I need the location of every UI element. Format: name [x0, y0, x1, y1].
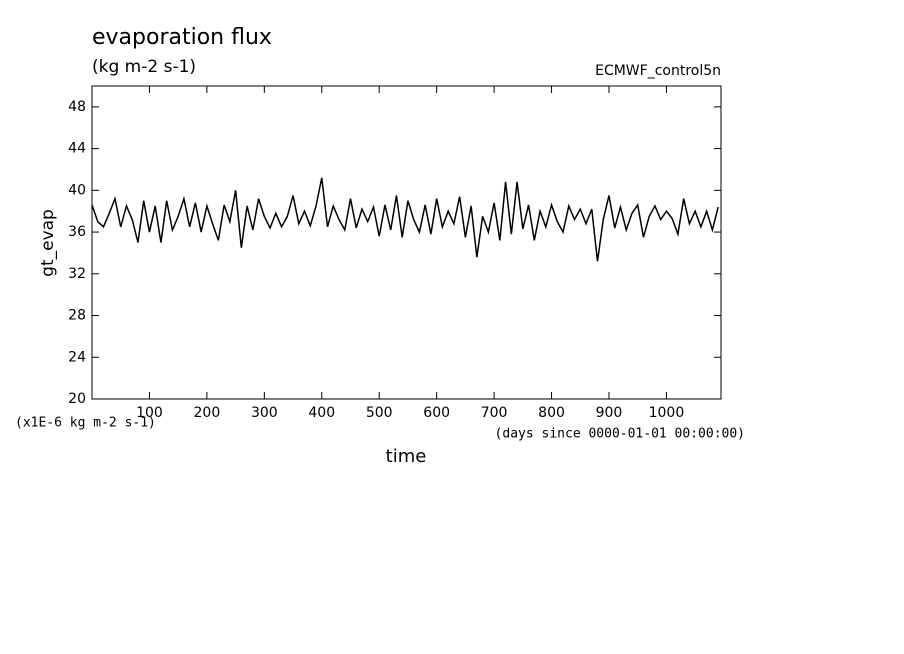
x-tick-label: 800	[538, 405, 565, 421]
chart-subtitle: (kg m-2 s-1)	[92, 57, 196, 77]
y-tick-label: 24	[68, 349, 86, 365]
x-tick-label: 100	[136, 405, 163, 421]
y-tick-label: 44	[68, 141, 86, 157]
x-units: (days since 0000-01-01 00:00:00)	[495, 427, 745, 442]
y-tick-label: 28	[68, 308, 86, 324]
x-axis-label: time	[386, 446, 427, 467]
y-tick-label: 48	[68, 99, 86, 115]
data-line	[91, 177, 719, 262]
x-tick-label: 600	[423, 405, 450, 421]
x-tick-label: 700	[481, 405, 508, 421]
y-axis-label: gt_evap	[38, 209, 58, 277]
x-tick-label: 300	[251, 405, 278, 421]
y-tick-label: 32	[68, 266, 86, 282]
x-tick-label: 400	[308, 405, 335, 421]
x-tick-label: 1000	[649, 405, 685, 421]
y-units: (x1E-6 kg m-2 s-1)	[15, 416, 156, 431]
chart-title: evaporation flux	[92, 25, 272, 50]
source-label: ECMWF_control5n	[595, 63, 721, 79]
x-tick-label: 500	[366, 405, 393, 421]
x-tick-label: 200	[194, 405, 221, 421]
y-tick-label: 36	[68, 224, 86, 240]
y-tick-label: 20	[68, 391, 86, 407]
x-tick-label: 900	[596, 405, 623, 421]
plot-frame	[91, 85, 722, 400]
y-tick-label: 40	[68, 182, 86, 198]
